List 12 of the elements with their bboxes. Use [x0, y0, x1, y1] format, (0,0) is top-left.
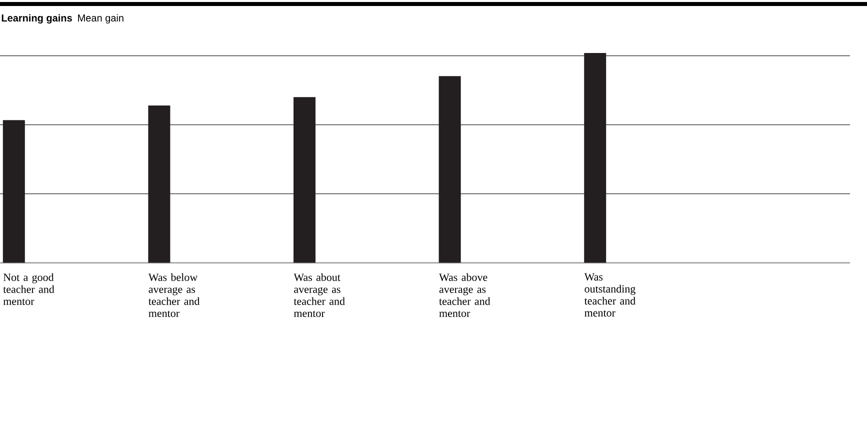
x-tick-label: Was below average as teacher and mentor: [148, 273, 200, 317]
x-tick-label: Was about average as teacher and mentor: [294, 273, 345, 317]
chart-subtitle: Mean gain: [78, 14, 124, 24]
x-tick-label: Not a good teacher and mentor: [3, 273, 54, 305]
bar: [2, 120, 25, 263]
chart-title: Learning gains: [2, 14, 72, 24]
bar: [438, 76, 461, 263]
bar: [294, 97, 316, 263]
x-tick-label: Was outstanding teacher and mentor: [584, 273, 636, 317]
bar: [148, 105, 170, 263]
bar: [584, 53, 606, 263]
x-tick-label: Was above average as teacher and mentor: [439, 273, 490, 317]
